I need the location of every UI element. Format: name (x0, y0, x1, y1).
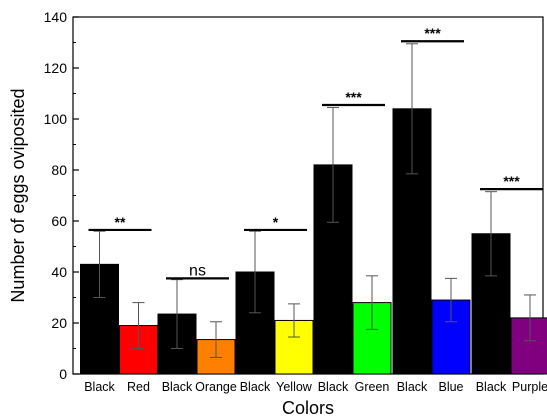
x-tick-label: Orange (195, 380, 237, 394)
y-tick-label: 60 (51, 213, 67, 229)
error-bars-layer (93, 43, 536, 358)
y-tick-label: 0 (59, 366, 67, 382)
significance-layer: **ns********** (88, 25, 543, 280)
y-axis: 0 20 40 60 80 100 120 140 (44, 9, 79, 382)
bar-purple (510, 317, 547, 375)
significance-label: ** (115, 214, 126, 230)
x-tick-label: Green (355, 380, 390, 394)
bar-black (235, 271, 275, 375)
x-tick-label: Black (84, 380, 115, 394)
x-tick-label: Purple (512, 380, 547, 394)
y-tick-label: 120 (44, 60, 68, 76)
x-tick-label: Yellow (276, 380, 313, 394)
x-tick-label: Red (127, 380, 150, 394)
y-tick-label: 80 (51, 162, 67, 178)
y-tick-label: 20 (51, 315, 67, 331)
bar-blue (431, 299, 471, 375)
bars-layer (80, 108, 547, 375)
x-axis: Black Red Black Orange Black Yellow Black Green… (84, 380, 547, 394)
x-tick-label: Black (397, 380, 428, 394)
x-tick-label: Black (162, 380, 193, 394)
significance-label: *** (345, 89, 362, 105)
y-tick-label: 140 (44, 9, 68, 25)
y-axis-title: Number of eggs oviposited (8, 88, 28, 302)
plot-area: **ns********** (72, 16, 547, 375)
significance-label: ns (189, 262, 206, 279)
x-tick-label: Black (476, 380, 507, 394)
significance-label: *** (503, 173, 520, 189)
y-tick-label: 40 (51, 264, 67, 280)
x-tick-label: Black (240, 380, 271, 394)
significance-label: * (273, 214, 279, 230)
y-tick-label: 100 (44, 111, 68, 127)
x-tick-label: Blue (438, 380, 463, 394)
significance-label: *** (424, 25, 441, 41)
x-tick-label: Black (318, 380, 349, 394)
x-axis-title: Colors (282, 398, 334, 418)
